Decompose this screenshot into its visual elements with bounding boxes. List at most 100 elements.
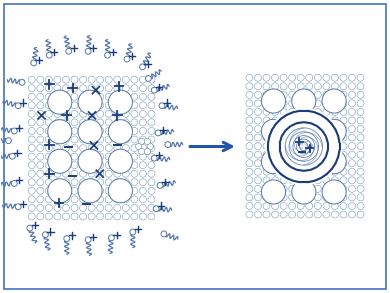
Circle shape: [263, 202, 270, 209]
Circle shape: [54, 76, 61, 83]
Circle shape: [54, 196, 61, 203]
Circle shape: [297, 202, 304, 209]
Circle shape: [80, 127, 87, 134]
Circle shape: [45, 85, 52, 92]
Circle shape: [71, 93, 78, 100]
Circle shape: [54, 127, 61, 134]
Circle shape: [263, 83, 270, 90]
Circle shape: [140, 144, 146, 151]
Circle shape: [271, 83, 278, 90]
Circle shape: [314, 125, 321, 132]
Circle shape: [140, 170, 146, 177]
Circle shape: [289, 211, 296, 218]
Circle shape: [130, 229, 136, 235]
Circle shape: [37, 76, 44, 83]
Circle shape: [322, 89, 346, 113]
Circle shape: [323, 125, 330, 132]
Circle shape: [54, 205, 61, 211]
Circle shape: [289, 143, 296, 150]
Circle shape: [80, 187, 87, 194]
Circle shape: [144, 138, 151, 144]
Circle shape: [114, 205, 121, 211]
Circle shape: [122, 179, 129, 186]
Circle shape: [122, 127, 129, 134]
Circle shape: [148, 162, 155, 169]
Circle shape: [114, 179, 121, 186]
Circle shape: [340, 168, 347, 175]
Circle shape: [140, 153, 146, 160]
Circle shape: [323, 91, 330, 98]
Circle shape: [323, 202, 330, 209]
Circle shape: [254, 134, 261, 141]
Circle shape: [280, 168, 287, 175]
Circle shape: [314, 177, 321, 184]
Circle shape: [289, 202, 296, 209]
Circle shape: [54, 136, 61, 143]
Circle shape: [332, 177, 339, 184]
Circle shape: [357, 83, 364, 90]
Circle shape: [131, 85, 138, 92]
Circle shape: [131, 170, 138, 177]
Circle shape: [263, 143, 270, 150]
Circle shape: [138, 149, 145, 155]
Circle shape: [45, 102, 52, 109]
Circle shape: [323, 168, 330, 175]
Circle shape: [62, 162, 69, 169]
Circle shape: [88, 162, 95, 169]
Circle shape: [114, 162, 121, 169]
Circle shape: [88, 93, 95, 100]
Circle shape: [28, 144, 35, 151]
Circle shape: [340, 108, 347, 115]
Circle shape: [45, 153, 52, 160]
Circle shape: [80, 162, 87, 169]
Circle shape: [332, 74, 339, 81]
Circle shape: [97, 136, 104, 143]
Circle shape: [71, 179, 78, 186]
Circle shape: [280, 202, 287, 209]
Circle shape: [322, 180, 346, 204]
Circle shape: [271, 211, 278, 218]
Circle shape: [45, 205, 52, 211]
Circle shape: [105, 153, 112, 160]
Circle shape: [340, 160, 347, 167]
Circle shape: [54, 179, 61, 186]
Circle shape: [131, 144, 138, 151]
Circle shape: [71, 170, 78, 177]
Circle shape: [246, 211, 253, 218]
Circle shape: [15, 204, 21, 210]
Circle shape: [140, 102, 146, 109]
Circle shape: [246, 194, 253, 201]
Circle shape: [314, 160, 321, 167]
Circle shape: [280, 143, 287, 150]
Circle shape: [246, 151, 253, 158]
Circle shape: [148, 213, 155, 220]
Circle shape: [246, 160, 253, 167]
Circle shape: [148, 205, 155, 211]
Circle shape: [289, 194, 296, 201]
Circle shape: [289, 185, 296, 193]
Circle shape: [45, 179, 52, 186]
Circle shape: [254, 91, 261, 98]
Circle shape: [122, 93, 129, 100]
Circle shape: [80, 196, 87, 203]
Circle shape: [105, 144, 112, 151]
Circle shape: [314, 151, 321, 158]
Circle shape: [105, 213, 112, 220]
Circle shape: [246, 91, 253, 98]
Circle shape: [80, 102, 87, 109]
Circle shape: [289, 151, 296, 158]
Circle shape: [80, 76, 87, 83]
Circle shape: [323, 74, 330, 81]
Circle shape: [114, 93, 121, 100]
Circle shape: [306, 100, 313, 107]
Circle shape: [45, 187, 52, 194]
Circle shape: [314, 202, 321, 209]
Circle shape: [322, 150, 346, 174]
Circle shape: [349, 160, 356, 167]
Circle shape: [140, 213, 146, 220]
Circle shape: [131, 153, 138, 160]
Circle shape: [140, 196, 146, 203]
Circle shape: [323, 185, 330, 193]
Circle shape: [332, 211, 339, 218]
Circle shape: [122, 162, 129, 169]
